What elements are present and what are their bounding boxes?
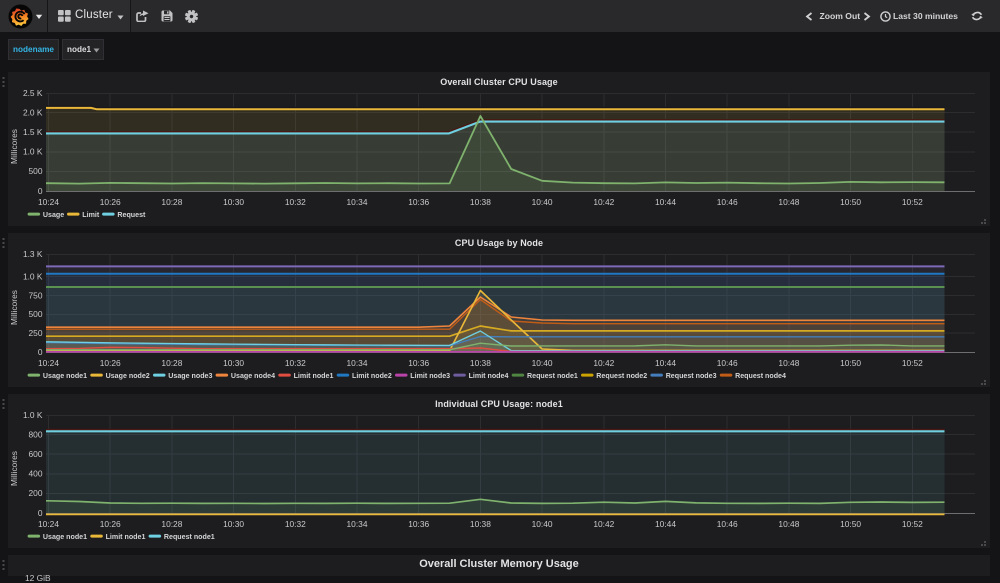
svg-text:Limit node1: Limit node1 [106,533,146,541]
svg-text:1.3 K: 1.3 K [23,249,43,259]
svg-text:10:24: 10:24 [38,519,59,529]
svg-text:10:36: 10:36 [408,197,429,207]
svg-text:10:36: 10:36 [408,358,429,368]
svg-text:0: 0 [38,508,43,518]
svg-text:10:52: 10:52 [902,197,923,207]
svg-text:Overall Cluster CPU Usage: Overall Cluster CPU Usage [440,77,558,87]
svg-text:800: 800 [29,429,43,439]
svg-text:10:42: 10:42 [593,358,614,368]
svg-text:10:30: 10:30 [223,358,244,368]
svg-text:Limit: Limit [82,211,100,219]
svg-text:Usage node3: Usage node3 [168,372,212,380]
svg-text:10:38: 10:38 [470,358,491,368]
svg-text:10:44: 10:44 [655,358,676,368]
svg-text:0: 0 [38,186,43,196]
svg-text:10:46: 10:46 [717,197,738,207]
svg-text:200: 200 [29,488,43,498]
svg-text:Request node1: Request node1 [164,533,215,541]
svg-text:10:32: 10:32 [285,197,306,207]
svg-text:10:50: 10:50 [840,358,861,368]
svg-text:10:44: 10:44 [655,197,676,207]
svg-text:10:28: 10:28 [161,358,182,368]
svg-text:1.0 K: 1.0 K [23,147,43,157]
svg-text:10:42: 10:42 [593,519,614,529]
svg-text:CPU Usage by Node: CPU Usage by Node [455,238,543,248]
svg-text:10:50: 10:50 [840,197,861,207]
svg-text:Limit node3: Limit node3 [410,372,450,380]
svg-text:10:34: 10:34 [347,197,368,207]
svg-text:Request: Request [117,211,146,219]
svg-text:Limit node2: Limit node2 [352,372,392,380]
svg-text:Usage: Usage [43,211,64,219]
svg-text:Request node3: Request node3 [666,372,717,380]
svg-text:10:46: 10:46 [717,519,738,529]
svg-text:0: 0 [38,347,43,357]
svg-text:500: 500 [29,309,43,319]
svg-text:Request node4: Request node4 [735,372,786,380]
svg-text:500: 500 [29,166,43,176]
svg-text:1.5 K: 1.5 K [23,127,43,137]
svg-text:Usage node1: Usage node1 [43,372,87,380]
svg-text:1.0 K: 1.0 K [23,410,43,420]
svg-text:400: 400 [29,469,43,479]
svg-text:10:32: 10:32 [285,358,306,368]
svg-text:Millicores: Millicores [9,451,19,486]
svg-text:10:38: 10:38 [470,519,491,529]
svg-text:250: 250 [29,328,43,338]
svg-text:10:50: 10:50 [840,519,861,529]
svg-text:10:28: 10:28 [161,519,182,529]
svg-text:10:34: 10:34 [347,519,368,529]
svg-text:10:48: 10:48 [778,358,799,368]
svg-text:Usage node1: Usage node1 [43,533,87,541]
svg-text:600: 600 [29,449,43,459]
svg-text:Limit node4: Limit node4 [469,372,509,380]
svg-text:10:48: 10:48 [778,519,799,529]
svg-text:10:46: 10:46 [717,358,738,368]
svg-text:2.5 K: 2.5 K [23,88,43,98]
svg-text:Limit node1: Limit node1 [294,372,334,380]
svg-text:Millicores: Millicores [9,290,19,325]
svg-text:10:24: 10:24 [38,358,59,368]
svg-text:10:26: 10:26 [100,197,121,207]
svg-text:2.0 K: 2.0 K [23,107,43,117]
svg-text:10:38: 10:38 [470,197,491,207]
svg-text:10:48: 10:48 [778,197,799,207]
svg-text:10:40: 10:40 [532,197,553,207]
svg-text:Request node1: Request node1 [527,372,578,380]
svg-text:10:26: 10:26 [100,519,121,529]
svg-text:Request node2: Request node2 [596,372,647,380]
svg-text:Usage node2: Usage node2 [106,372,150,380]
svg-text:750: 750 [29,290,43,300]
svg-text:10:52: 10:52 [902,519,923,529]
svg-text:Usage node4: Usage node4 [231,372,275,380]
svg-text:Individual CPU Usage: node1: Individual CPU Usage: node1 [435,399,563,409]
svg-text:10:24: 10:24 [38,197,59,207]
svg-text:10:36: 10:36 [408,519,429,529]
svg-text:10:30: 10:30 [223,519,244,529]
svg-text:10:32: 10:32 [285,519,306,529]
svg-text:10:40: 10:40 [532,358,553,368]
svg-text:10:40: 10:40 [532,519,553,529]
svg-text:10:28: 10:28 [161,197,182,207]
svg-text:10:44: 10:44 [655,519,676,529]
svg-text:Millicores: Millicores [9,129,19,164]
svg-text:10:34: 10:34 [347,358,368,368]
svg-text:10:42: 10:42 [593,197,614,207]
svg-text:10:30: 10:30 [223,197,244,207]
svg-text:10:52: 10:52 [902,358,923,368]
svg-text:10:26: 10:26 [100,358,121,368]
svg-text:1.0 K: 1.0 K [23,271,43,281]
